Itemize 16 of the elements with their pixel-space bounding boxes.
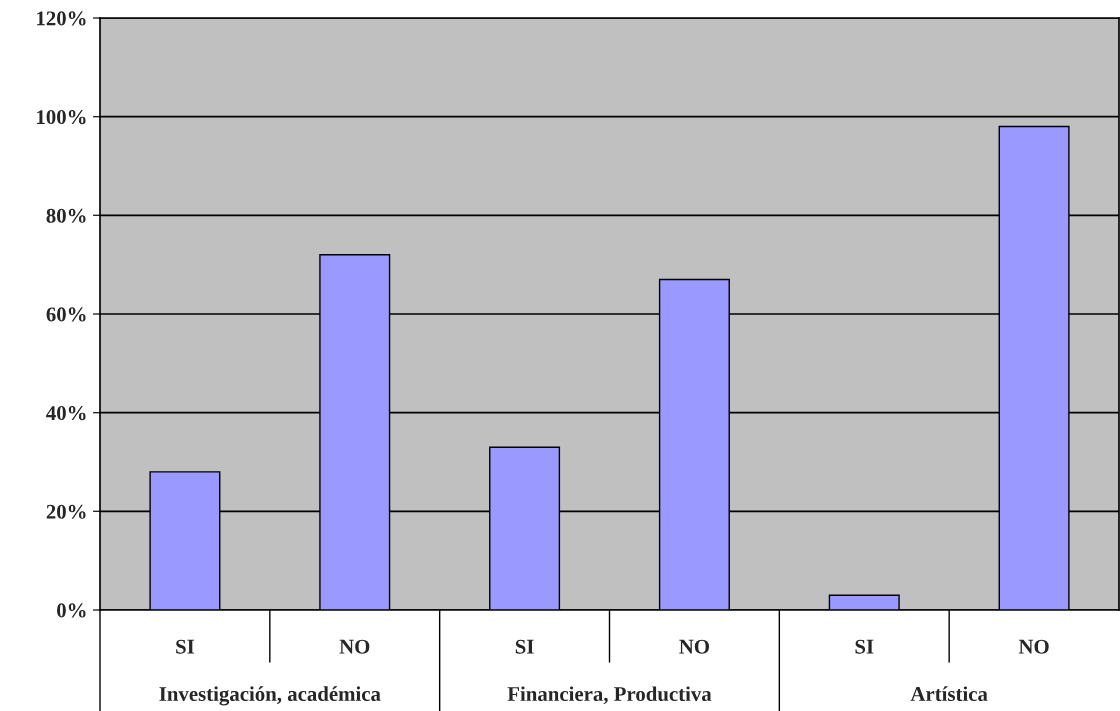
x-tick-label: NO bbox=[679, 639, 710, 654]
x-tick-label: NO bbox=[1018, 639, 1049, 654]
x-tick-label: SI bbox=[176, 639, 195, 654]
x-tick-label: SI bbox=[855, 639, 874, 654]
x-tick-label: NO bbox=[339, 639, 370, 654]
y-tick-label: 0% bbox=[57, 603, 86, 618]
text: Investigación, académica bbox=[159, 686, 381, 706]
y-tick-label: 60% bbox=[46, 307, 86, 322]
y-tick-label: 100% bbox=[37, 110, 86, 125]
y-tick-label: 40% bbox=[46, 406, 86, 421]
text: Financiera, Productiva bbox=[507, 686, 712, 705]
y-tick-label: 20% bbox=[46, 504, 86, 519]
x-tick-label: SI bbox=[515, 639, 534, 654]
y-tick-label: 80% bbox=[46, 208, 86, 223]
text: Artística bbox=[910, 686, 988, 702]
y-tick-label: 120% bbox=[37, 11, 86, 26]
